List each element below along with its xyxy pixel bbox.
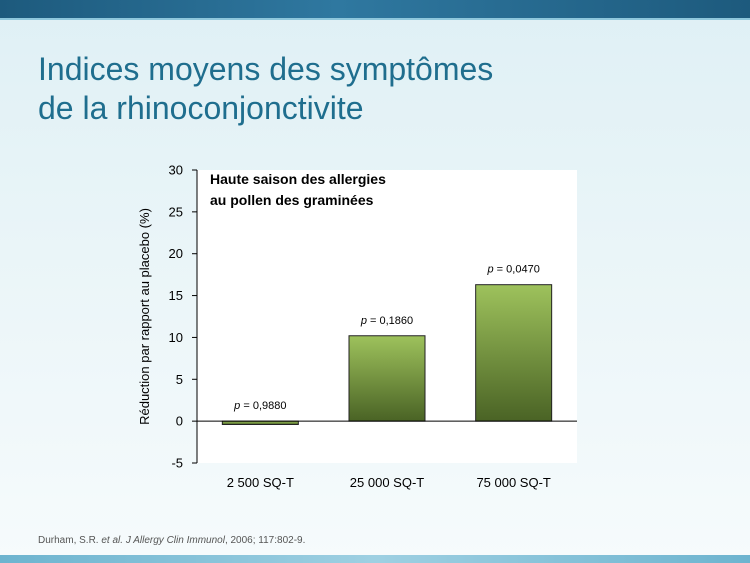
x-tick-label: 25 000 SQ-T xyxy=(350,475,424,490)
p-value-label: p = 0,0470 xyxy=(487,264,540,276)
y-tick-label: -5 xyxy=(171,456,183,471)
y-tick-label: 20 xyxy=(169,246,183,261)
citation-journal: J Allergy Clin Immunol xyxy=(125,535,225,546)
x-tick-label: 2 500 SQ-T xyxy=(227,475,294,490)
slide-title-line-1: Indices moyens des symptômes xyxy=(38,51,494,87)
y-tick-label: 30 xyxy=(169,163,183,178)
citation-etal: et al. xyxy=(101,535,124,546)
bar xyxy=(348,335,426,422)
x-tick-label: 75 000 SQ-T xyxy=(476,475,550,490)
slide-title-line-2: de la rhinoconjonctivite xyxy=(38,90,364,126)
chart-annotation-title: au pollen des graminées xyxy=(210,192,374,208)
y-tick-label: 5 xyxy=(176,372,183,387)
y-axis-label: Réduction par rapport au placebo (%) xyxy=(137,208,152,425)
citation-footer: Durham, S.R. et al. J Allergy Clin Immun… xyxy=(38,535,305,546)
top-banner xyxy=(0,0,750,18)
bar xyxy=(221,420,299,425)
p-value-label: p = 0,9880 xyxy=(233,400,286,412)
chart-annotation-title: Haute saison des allergies xyxy=(210,171,386,187)
citation-author: Durham, S.R. xyxy=(38,535,99,546)
y-tick-label: 15 xyxy=(169,288,183,303)
slide-title: Indices moyens des symptômes de la rhino… xyxy=(38,50,718,128)
p-value-label: p = 0,1860 xyxy=(360,315,413,327)
bar xyxy=(475,284,553,422)
citation-details: , 2006; 117:802-9. xyxy=(224,535,306,546)
y-tick-label: 0 xyxy=(176,414,183,429)
top-banner-divider xyxy=(0,18,750,20)
y-tick-label: 25 xyxy=(169,204,183,219)
y-tick-label: 10 xyxy=(169,330,183,345)
bottom-banner xyxy=(0,555,750,563)
